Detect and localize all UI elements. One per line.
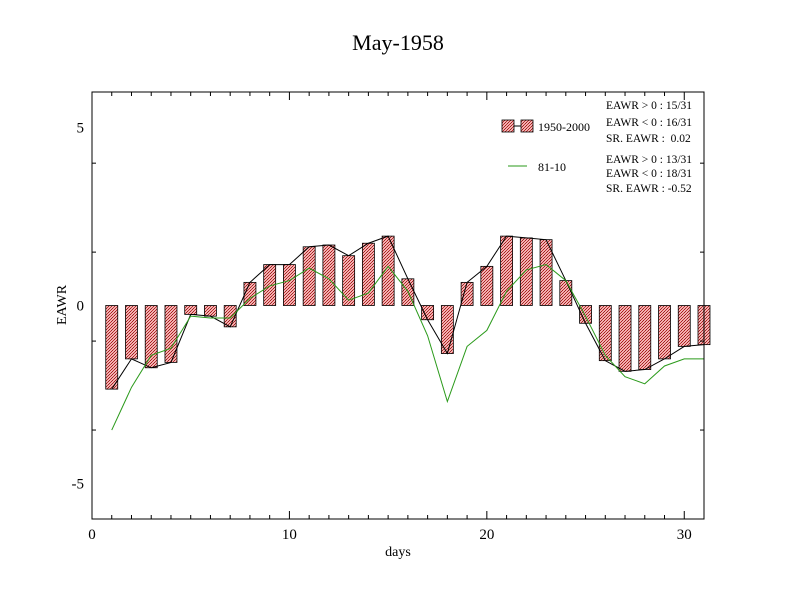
bar-day-17 <box>421 305 435 321</box>
bar-day-2 <box>125 305 138 360</box>
y-tick-label: -5 <box>72 476 85 492</box>
bar-day-22 <box>519 237 533 306</box>
stats-1950-2000-sr: SR. EAWR : 0.02 <box>606 133 691 145</box>
bar-day-11 <box>302 246 316 306</box>
legend-swatch-bar-2 <box>520 119 534 133</box>
legend: 1950-2000 81-10 EAWR > 0 : 15/31 EAWR < … <box>501 100 692 195</box>
x-tick-label: 10 <box>282 527 297 543</box>
bar-day-5 <box>184 305 198 315</box>
bar-day-10 <box>283 264 296 306</box>
x-tick-label: 20 <box>479 527 494 543</box>
bar-day-12 <box>322 244 336 306</box>
lines-layer <box>111 235 705 431</box>
bar-day-6 <box>204 305 217 317</box>
bar-day-27 <box>618 305 632 372</box>
axes: 0 10 20 30 -5 0 5 <box>72 92 705 543</box>
legend-swatch-bar-1 <box>501 119 515 133</box>
bars-series-1950-2000 <box>105 235 711 390</box>
plot-frame <box>91 91 705 520</box>
bar-day-30 <box>677 305 691 347</box>
bar-day-21 <box>500 235 513 306</box>
y-tick-label: 5 <box>77 121 85 137</box>
x-axis-label: days <box>385 545 411 560</box>
bar-day-23 <box>539 239 553 306</box>
stats-1950-2000-positive: EAWR > 0 : 15/31 <box>606 100 692 112</box>
bar-day-13 <box>342 255 356 306</box>
y-axis-label: EAWR <box>55 284 70 325</box>
bar-day-4 <box>164 305 178 363</box>
stats-81-10-positive: EAWR > 0 : 13/31 <box>606 154 692 166</box>
bar-day-19 <box>460 281 474 306</box>
legend-label-81-10: 81-10 <box>538 160 566 174</box>
line-series-81-10 <box>111 264 704 431</box>
bar-day-15 <box>381 235 395 306</box>
bar-day-28 <box>638 305 652 370</box>
chart-title: May-1958 <box>352 30 444 55</box>
bar-day-29 <box>658 305 671 360</box>
bar-day-20 <box>480 265 494 306</box>
stats-81-10-sr: SR. EAWR : -0.52 <box>606 183 692 195</box>
bar-day-1 <box>105 305 119 390</box>
stats-81-10-negative: EAWR < 0 : 18/31 <box>606 168 692 180</box>
line-series-1950-2000 <box>111 235 705 390</box>
legend-label-1950-2000: 1950-2000 <box>538 120 590 134</box>
bar-day-3 <box>144 305 158 369</box>
x-tick-label: 0 <box>88 527 96 543</box>
y-tick-label: 0 <box>77 299 85 315</box>
bar-day-24 <box>559 280 573 306</box>
bar-day-14 <box>361 242 375 306</box>
stats-1950-2000-negative: EAWR < 0 : 16/31 <box>606 117 692 129</box>
x-tick-label: 30 <box>677 527 692 543</box>
